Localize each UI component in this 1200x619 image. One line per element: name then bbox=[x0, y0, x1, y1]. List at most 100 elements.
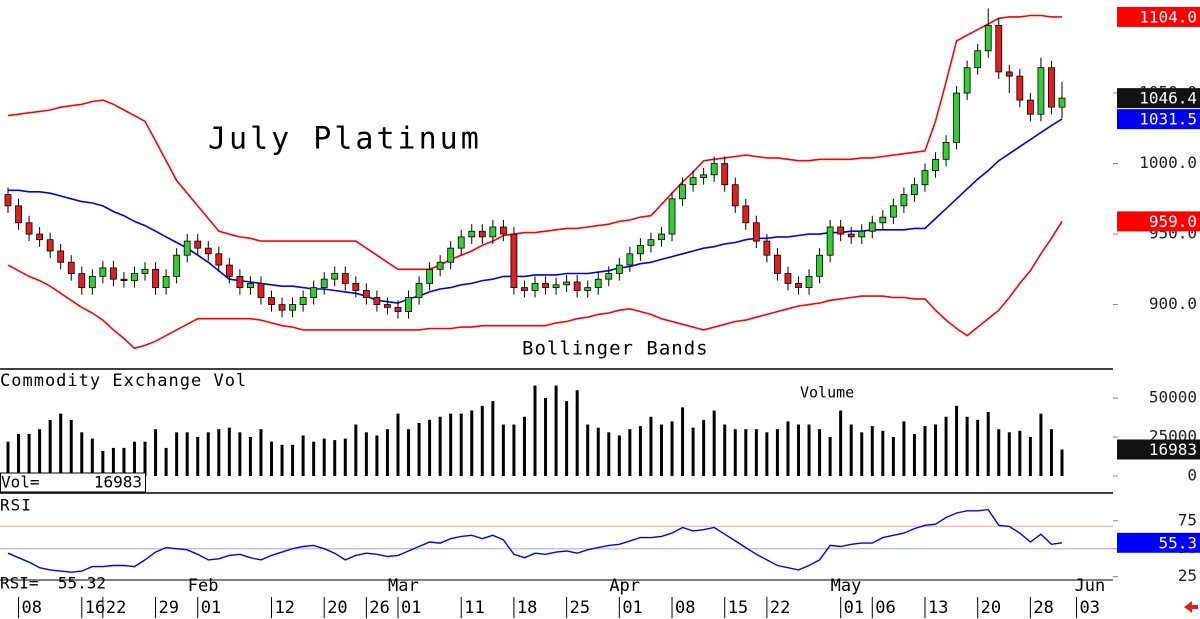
volume-bar bbox=[407, 429, 411, 476]
candle-body bbox=[489, 226, 497, 238]
volume-bar bbox=[565, 401, 569, 476]
volume-bar bbox=[206, 432, 210, 476]
volume-bar bbox=[891, 436, 895, 476]
volume-bar bbox=[154, 429, 158, 476]
volume-bar bbox=[270, 441, 273, 476]
candle-body bbox=[521, 287, 528, 291]
candle-body bbox=[25, 222, 33, 235]
last-value-box bbox=[1117, 439, 1200, 460]
volume-bar bbox=[544, 398, 548, 476]
candle-body bbox=[626, 253, 634, 266]
volume-bar bbox=[912, 433, 916, 476]
candle-body bbox=[974, 50, 982, 69]
candle-body bbox=[131, 273, 138, 281]
volume-bar bbox=[312, 441, 316, 476]
candle-body bbox=[752, 222, 760, 242]
x-tick-label: 11 bbox=[464, 598, 484, 618]
x-tick-label: 20 bbox=[327, 598, 347, 618]
volume-bar bbox=[375, 435, 379, 476]
candle-body bbox=[331, 273, 339, 280]
last-value-box bbox=[1117, 88, 1200, 109]
y-tick-label: 50000 bbox=[1149, 388, 1197, 407]
volume-bar bbox=[59, 413, 63, 476]
x-tick-label: 08 bbox=[22, 598, 42, 618]
candle-body bbox=[531, 283, 539, 291]
candle-body bbox=[552, 284, 560, 289]
candle-body bbox=[816, 254, 823, 277]
y-tick-label: 1000.0 bbox=[1139, 153, 1197, 172]
volume-bar bbox=[364, 432, 368, 476]
candle-body bbox=[46, 239, 54, 252]
volume-bar bbox=[923, 426, 927, 476]
volume-bar bbox=[1028, 436, 1032, 476]
candle-body bbox=[36, 233, 44, 241]
volume-bar bbox=[343, 438, 347, 476]
volume-bar bbox=[101, 451, 105, 476]
volume-bar bbox=[143, 441, 147, 476]
x-tick-label: 01 bbox=[844, 598, 864, 618]
volume-bar bbox=[438, 416, 442, 476]
volume-bar bbox=[628, 429, 632, 476]
volume-bar bbox=[69, 419, 73, 476]
candle-body bbox=[731, 184, 739, 207]
volume-bar bbox=[659, 424, 663, 476]
volume-bar bbox=[1039, 413, 1043, 476]
scroll-arrow[interactable] bbox=[1184, 601, 1198, 613]
candle-body bbox=[1048, 67, 1055, 108]
candle-body bbox=[415, 283, 423, 298]
candle-body bbox=[1058, 97, 1066, 108]
volume-bar bbox=[48, 419, 52, 476]
volume-bar bbox=[870, 426, 874, 476]
volume-bar bbox=[986, 412, 990, 476]
volume-bar bbox=[122, 447, 126, 476]
volume-bar bbox=[111, 447, 115, 476]
volume-bar bbox=[807, 424, 811, 476]
last-value-box bbox=[1117, 532, 1200, 553]
candle-body bbox=[900, 194, 908, 207]
last-value-label: 1046.4 bbox=[1139, 89, 1197, 108]
candle-body bbox=[99, 267, 107, 277]
month-label: Mar bbox=[388, 576, 419, 596]
volume-bar bbox=[132, 441, 136, 476]
volume-bar bbox=[27, 433, 31, 476]
candle-body bbox=[668, 198, 676, 235]
candle-body bbox=[362, 290, 370, 298]
candle-body bbox=[88, 275, 96, 289]
x-tick-label: 25 bbox=[570, 598, 590, 618]
candle-body bbox=[247, 283, 254, 289]
candle-body bbox=[605, 273, 613, 280]
candle-body bbox=[204, 247, 212, 255]
volume-bar bbox=[997, 429, 1001, 476]
candle-body bbox=[110, 267, 117, 280]
y-tick-label: 25 bbox=[1178, 566, 1197, 585]
candle-body bbox=[594, 278, 602, 289]
candle-body bbox=[225, 264, 233, 277]
volume-bar bbox=[797, 424, 800, 476]
x-tick-label: 15 bbox=[728, 598, 748, 618]
volume-bar bbox=[554, 385, 558, 476]
volume-bar bbox=[733, 429, 737, 476]
bands-label: Bollinger Bands bbox=[522, 338, 709, 360]
volume-bar bbox=[638, 426, 642, 476]
candle-body bbox=[1005, 71, 1013, 77]
volume-bar bbox=[976, 419, 980, 476]
volume-bar bbox=[385, 429, 389, 476]
candle-body bbox=[352, 283, 360, 291]
volume-bar bbox=[902, 421, 906, 476]
volume-bar bbox=[248, 436, 252, 476]
volume-bar bbox=[607, 432, 611, 476]
candle-body bbox=[542, 283, 549, 289]
volume-bar bbox=[754, 429, 758, 476]
volume-bar bbox=[227, 427, 231, 476]
candle-body bbox=[637, 244, 644, 255]
volume-bar bbox=[164, 447, 168, 476]
candle-body bbox=[700, 174, 708, 179]
volume-bar bbox=[196, 436, 200, 476]
volume-bar bbox=[765, 432, 769, 476]
volume-bar bbox=[881, 430, 885, 476]
candle-body bbox=[373, 297, 381, 305]
last-value-box bbox=[1117, 211, 1200, 232]
volume-bar bbox=[1007, 432, 1011, 476]
candle-body bbox=[953, 92, 960, 143]
candle-body bbox=[795, 283, 802, 289]
